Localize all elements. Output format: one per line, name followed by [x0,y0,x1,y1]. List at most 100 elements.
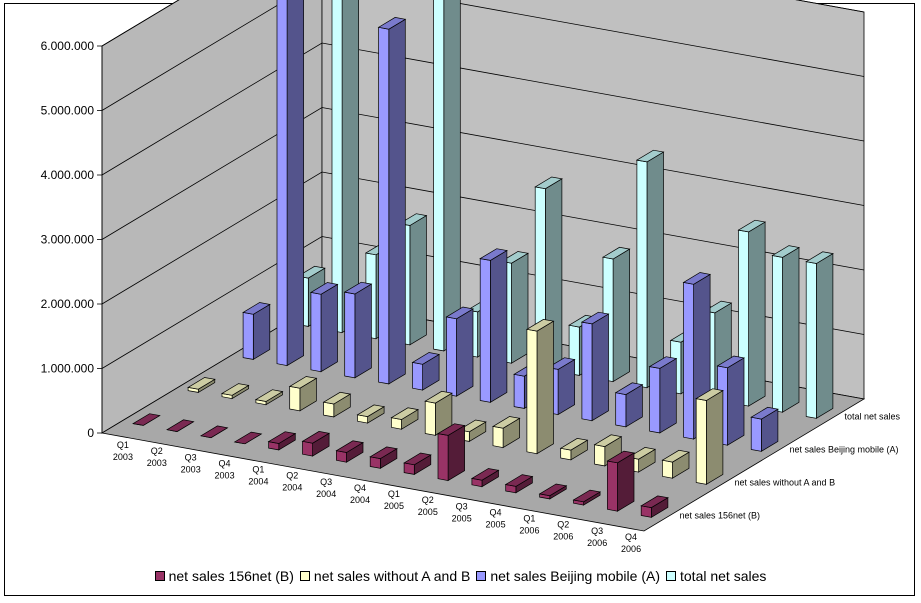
x-tick-year: 2006 [621,544,641,554]
bar [538,483,568,500]
bar-top [805,251,834,264]
bar-front [276,0,288,367]
x-tick-year: 2003 [147,458,167,468]
gridline [101,171,865,305]
bar-top [716,355,745,369]
bar-top [322,391,352,405]
x-tick-label: Q4 2004 [350,483,370,505]
bar [288,376,318,412]
bar-front [695,398,707,485]
bar-front [310,291,322,373]
bar-top [559,438,589,451]
bar [390,407,419,430]
depth-axis-labels: net sales 156net (B) net sales without A … [680,412,901,521]
x-tick-year: 2003 [181,464,201,474]
legend-swatch [476,571,487,581]
x-tick-year: 2005 [418,507,438,517]
x-tick-label: Q1 2005 [384,489,404,511]
bar [606,450,635,512]
gridline [101,0,865,47]
bar-top [627,447,657,460]
x-tick-quarter: Q1 [117,440,129,450]
bar [572,489,602,506]
bar-front [412,361,423,391]
bar-side [748,221,766,407]
bar [437,423,466,482]
x-tick-quarter: Q3 [591,526,603,536]
bar [411,352,441,391]
x-tick-label: Q4 2003 [215,458,235,480]
bar-top [593,434,623,447]
bar-top [640,495,669,508]
x-tick-label: Q2 2004 [282,471,302,493]
bar-front [437,433,449,482]
bar-front [649,366,661,434]
bar [276,0,304,367]
bar-top [199,425,229,439]
bar-top [534,176,563,190]
bar-front [492,425,504,449]
x-tick-quarter: Q1 [252,465,264,475]
bar-side [341,0,359,334]
bar-top [297,265,326,279]
bar [445,306,474,397]
bar-front [289,385,301,412]
x-tick-label: Q4 2006 [621,532,641,554]
bar [356,404,386,424]
legend-item: net sales 156net (B) [154,568,294,584]
bar [750,406,779,452]
legend-item: total net sales [666,568,766,584]
bar-side [782,246,800,413]
bar-side [490,249,508,403]
x-tick-year: 2005 [486,519,506,529]
bar-front [615,392,627,428]
bar [233,431,263,445]
bar-top [614,382,644,395]
bar-top [335,440,364,453]
bar-top [309,282,339,295]
bar-top [602,246,631,260]
x-tick-label: Q1 2004 [248,465,268,487]
y-tick-label: 0 [87,426,94,440]
bar-top [356,404,386,417]
y-tick-label: 2.000.000 [41,297,95,311]
bar-front [302,440,313,457]
x-tick-quarter: Q2 [151,446,163,456]
bar-front [433,0,445,352]
x-tick-label: Q2 2006 [553,520,573,542]
x-tick-year: 2004 [350,495,370,505]
bar-front [594,444,606,467]
bar-top [254,389,284,402]
bar [424,390,453,436]
bar-top [411,352,441,365]
bar [242,302,271,361]
bar-top [369,446,398,459]
bar-front [513,373,525,409]
bar-top [470,468,500,481]
bar-front [526,328,538,455]
x-axis-tick-labels: Q1 2003 Q2 2003 Q3 2003 Q4 2003 Q1 2004 Q2 2004 Q3 20… [113,440,641,554]
bar-top [695,388,724,401]
x-tick-year: 2005 [384,501,404,511]
bar-front [424,400,436,436]
bar-side [443,0,461,352]
x-tick-label: Q4 2005 [486,507,506,529]
bar-side [591,313,609,422]
bar-side [409,214,427,346]
legend-label: net sales 156net (B) [168,568,294,584]
bar [525,319,555,455]
bar-top [221,383,250,396]
bar [221,383,250,400]
bar-top [377,17,407,30]
x-tick-year: 2004 [282,483,302,493]
bar-side [727,357,745,446]
legend-label: net sales without A and B [313,568,471,584]
bar-front [378,26,390,385]
bar [771,245,800,413]
bar-front [242,311,254,360]
bar-top [343,281,373,295]
bar-front [323,401,335,418]
bar-side [536,320,554,455]
bar-top [424,390,453,404]
bar-top [132,413,161,426]
